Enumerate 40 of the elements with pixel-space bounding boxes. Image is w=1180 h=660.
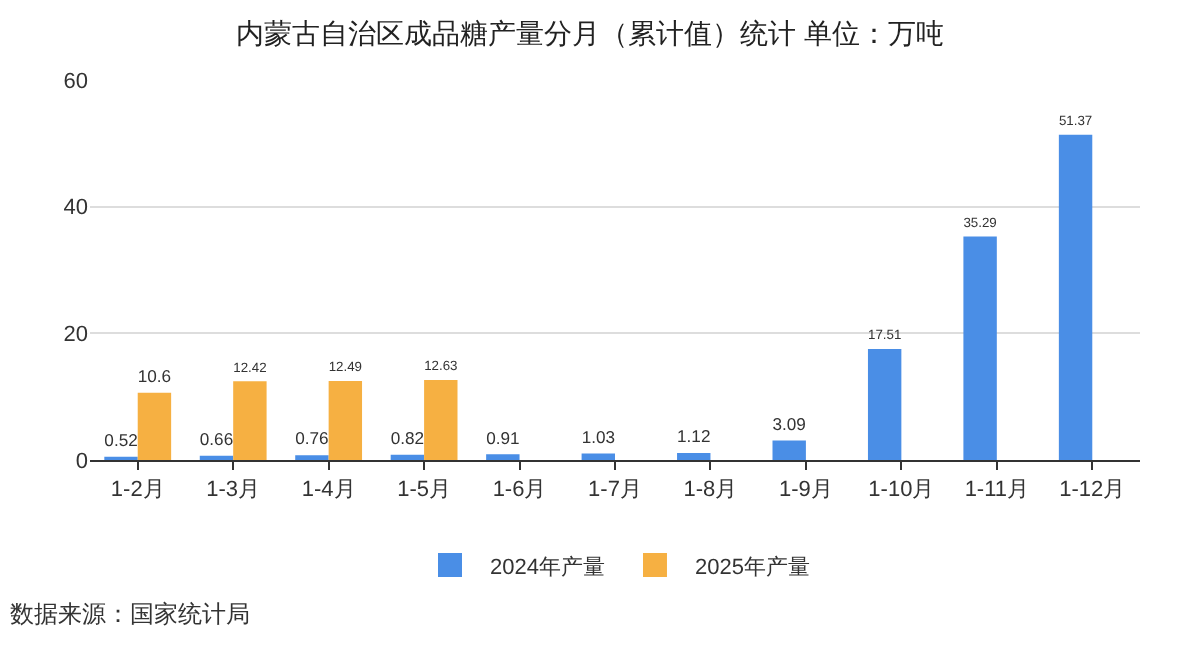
bar <box>328 380 363 460</box>
bar <box>867 349 902 460</box>
x-tick-label: 1-10月 <box>868 478 935 503</box>
data-label: 3.09 <box>772 413 807 434</box>
data-label: 0.52 <box>104 430 139 451</box>
bar <box>677 452 711 460</box>
data-label: 1.12 <box>677 426 711 447</box>
y-tick-label: 20 <box>63 323 88 348</box>
bar <box>1058 134 1093 460</box>
x-tick-label: 1-6月 <box>492 478 547 503</box>
bar <box>424 380 458 460</box>
data-label: 0.66 <box>199 429 234 450</box>
chart-title: 内蒙古自治区成品糖产量分月（累计值）统计 单位：万吨 <box>236 16 944 49</box>
bar <box>233 381 267 460</box>
y-tick-label: 40 <box>63 196 88 221</box>
bar <box>390 454 425 460</box>
data-label: 0.91 <box>486 427 520 448</box>
x-tick-label: 1-9月 <box>778 478 833 503</box>
source-note: 数据来源：国家统计局 <box>10 600 250 628</box>
y-tick-label: 60 <box>63 69 88 94</box>
x-tick-label: 1-11月 <box>964 478 1030 503</box>
legend-label: 2025年产量 <box>694 553 810 580</box>
x-tick-label: 1-2月 <box>110 478 165 503</box>
bar <box>581 453 615 460</box>
bar <box>137 392 172 460</box>
x-tick-label: 1-4月 <box>301 478 356 503</box>
x-tick-label: 1-3月 <box>206 478 261 503</box>
x-tick-label: 1-5月 <box>397 478 452 503</box>
bar <box>486 454 520 460</box>
data-label: 0.76 <box>295 428 330 449</box>
data-label: 0.82 <box>390 428 425 449</box>
bar <box>963 236 997 460</box>
data-label: 10.6 <box>137 366 172 387</box>
x-tick-label: 1-7月 <box>588 478 642 503</box>
bar <box>772 440 806 460</box>
y-tick-label: 0 <box>75 449 88 474</box>
x-tick-label: 1-12月 <box>1059 478 1126 503</box>
data-label: 1.03 <box>581 426 616 447</box>
legend-label: 2024年产量 <box>490 553 605 580</box>
x-tick-label: 1-8月 <box>683 478 738 503</box>
